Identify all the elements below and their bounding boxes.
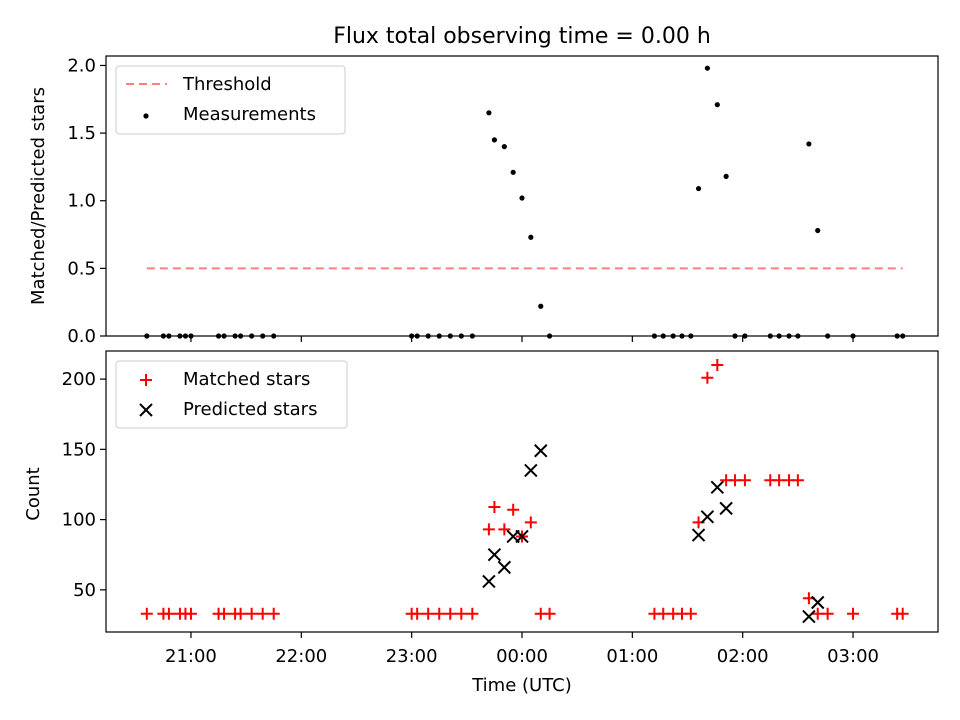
predicted-star-point [811,595,825,610]
bottom-x-ticks: 21:00 22:00 23:00 00:00 01:00 02:00 03:00 [165,632,879,667]
bottom-axes: 50 100 150 200 21:00 22:00 23:00 00:00 01:00 02:… [23,350,939,696]
top-y-ticks: 0.0 0.5 1.0 1.5 2.0 [67,55,106,347]
top-legend: Threshold Measurements [115,65,346,135]
figure-title: Flux total observing time = 0.00 h [333,24,711,49]
bottom-ytick-label: 100 [62,510,96,531]
matched-star-point [411,607,424,620]
matched-star-point [524,516,537,529]
matched-star-point [498,523,511,536]
matched-star-point [543,607,556,620]
bottom-xtick-label: 23:00 [386,646,438,667]
matched-star-point [455,607,468,620]
top-legend-box [115,65,346,135]
matched-star-point [234,607,247,620]
matched-star-point [711,359,724,372]
measurement-point [704,65,710,71]
top-ytick-label: 0.0 [67,326,96,347]
matched-star-point [896,607,909,620]
bottom-ytick-label: 200 [62,369,96,390]
predicted-star-point [534,444,548,458]
bottom-legend: Matched stars Predicted stars [115,360,348,429]
predicted-star-point [719,501,733,516]
predicted-star-point [497,560,512,575]
matched-star-point [422,607,435,620]
matched-star-point [466,607,479,620]
measurement-point [491,137,498,143]
matched-star-point [433,607,446,620]
matched-star-point [444,607,457,620]
matched-star-point [482,523,495,536]
matched-star-point [162,607,175,620]
top-ytick-label: 0.5 [67,258,96,279]
measurement-point [486,110,492,116]
bottom-legend-box [115,360,348,429]
measurement-point [519,195,525,201]
predicted-star-point [802,609,816,624]
predicted-star-point [700,510,715,524]
top-ytick-label: 2.0 [67,55,96,76]
legend-predicted-swatch [139,403,153,417]
matched-star-point [488,500,501,513]
measurement-point [806,141,812,147]
predicted-star-point [487,548,502,562]
predicted-star-point [482,574,496,589]
top-ytick-label: 1.5 [67,123,96,144]
matched-star-point [701,371,714,384]
measurement-point [538,303,544,309]
measurement-point [528,234,534,240]
legend-matched-label: Matched stars [183,369,310,390]
predicted-star-point [691,528,706,542]
legend-measurements-label: Measurements [183,104,316,125]
matched-star-point [256,607,269,620]
bottom-xtick-label: 03:00 [827,646,879,667]
top-x-ticks [190,336,854,342]
matched-star-point [184,607,197,620]
bottom-plot-layer [140,359,909,624]
top-ytick-label: 1.0 [67,191,96,212]
legend-matched-swatch [140,374,152,386]
bottom-y-ticks: 50 100 150 200 [62,369,106,601]
legend-predicted-label: Predicted stars [183,399,317,420]
matched-star-point [791,474,804,487]
bottom-ytick-label: 150 [62,439,96,460]
bottom-xtick-label: 02:00 [717,646,769,667]
matched-star-point [507,503,520,516]
matched-star-point [140,607,153,620]
measurement-point [714,102,720,108]
bottom-xtick-label: 22:00 [275,646,327,667]
legend-threshold-label: Threshold [182,74,272,95]
matched-star-point [267,607,280,620]
bottom-xtick-label: 01:00 [606,646,658,667]
measurement-point [695,185,702,192]
measurement-point [501,144,507,150]
bottom-xlabel: Time (UTC) [471,675,572,696]
matched-star-point [684,607,697,620]
bottom-ytick-label: 50 [73,580,96,601]
matched-star-point [218,607,231,620]
predicted-star-point [515,529,529,544]
bottom-xtick-label: 21:00 [165,646,217,667]
legend-measurements-swatch [143,113,149,119]
measurement-point [815,227,821,234]
predicted-star-point [524,463,538,478]
predicted-star-point [710,480,725,494]
matched-star-point [821,607,834,620]
measurement-point [723,173,729,179]
bottom-ylabel: Count [23,467,44,520]
matched-star-point [847,607,860,620]
measurement-point [510,169,516,175]
matched-star-point [738,474,751,487]
top-ylabel: Matched/Predicted stars [28,87,49,305]
matched-star-point [245,607,258,620]
bottom-xtick-label: 00:00 [496,646,548,667]
top-axes: 0.00.51.01.52.0 Matched/Predicted stars … [28,55,939,347]
